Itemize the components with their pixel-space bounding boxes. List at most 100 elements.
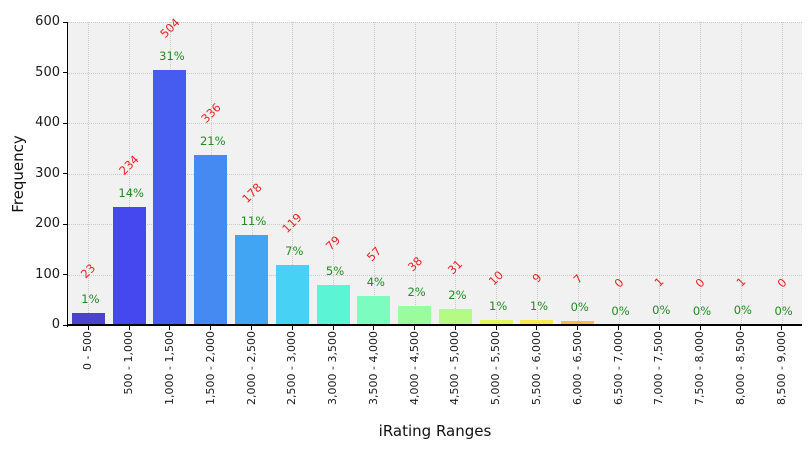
gridline-vertical [659, 22, 661, 325]
x-tick-label: 4,500 - 5,000 [448, 331, 462, 405]
x-tick-mark [454, 326, 456, 330]
x-tick-label: 1,000 - 1,500 [162, 331, 176, 405]
x-axis-spine [68, 324, 802, 326]
bar [194, 155, 228, 325]
bar-percent-label: 1% [529, 299, 549, 314]
x-tick-mark [210, 326, 212, 330]
y-tick-label: 0 [51, 317, 60, 332]
gridline-horizontal [68, 274, 802, 276]
x-tick-mark [618, 326, 619, 330]
gridline-vertical [455, 22, 457, 325]
y-tick-mark [63, 173, 68, 174]
bar-percent-label: 4% [366, 275, 385, 290]
bar-percent-label: 2% [407, 284, 426, 299]
gridline-vertical [740, 22, 742, 325]
gridline-horizontal [68, 72, 802, 74]
gridline-vertical [292, 22, 294, 325]
x-tick-label: 3,000 - 3,500 [326, 331, 340, 405]
x-tick-label: 7,500 - 8,000 [693, 331, 707, 405]
bar [275, 264, 309, 325]
bar [316, 285, 350, 325]
y-tick-mark [63, 274, 68, 275]
gridline-vertical [536, 22, 538, 325]
bar [235, 235, 268, 325]
x-tick-mark [536, 326, 538, 330]
bar-percent-label: 0% [570, 300, 589, 315]
x-tick-label: 3,500 - 4,000 [366, 331, 380, 405]
x-tick-label: 7,000 - 7,500 [652, 331, 666, 405]
y-tick-label: 600 [35, 14, 60, 29]
gridline-vertical [333, 22, 335, 325]
gridline-horizontal [68, 123, 802, 124]
x-tick-mark [87, 326, 89, 330]
x-tick-label: 500 - 1,000 [122, 331, 136, 395]
x-axis-label: iRating Ranges [378, 422, 492, 440]
y-tick-label: 300 [35, 165, 60, 181]
gridline-vertical [414, 22, 416, 325]
gridline-vertical [781, 22, 783, 325]
x-tick-mark [332, 326, 334, 330]
bar-percent-label: 11% [240, 214, 267, 229]
bar-percent-label: 14% [118, 185, 144, 200]
gridline-horizontal [68, 173, 802, 175]
bar [438, 309, 472, 325]
y-tick-mark [63, 21, 68, 23]
x-tick-mark [373, 326, 375, 330]
x-tick-label: 5,000 - 5,500 [489, 331, 503, 405]
bar [561, 321, 595, 325]
y-tick-mark [63, 72, 68, 73]
x-tick-label: 8,000 - 8,500 [733, 331, 747, 405]
y-tick-mark [63, 324, 68, 326]
x-tick-label: 6,000 - 6,500 [570, 331, 584, 405]
x-tick-label: 8,500 - 9,000 [774, 331, 788, 405]
x-tick-mark [495, 326, 497, 330]
x-tick-label: 4,000 - 4,500 [407, 331, 421, 405]
bar [398, 305, 432, 325]
gridline-vertical [496, 22, 498, 325]
x-tick-mark [291, 326, 293, 330]
bar [520, 320, 554, 325]
bar-percent-label: 0% [692, 304, 712, 318]
gridline-vertical [618, 22, 620, 325]
x-tick-mark [740, 326, 742, 330]
bar-percent-label: 31% [159, 49, 185, 64]
bar [357, 296, 391, 325]
y-tick-label: 200 [35, 216, 60, 231]
bar-percent-label: 0% [774, 304, 793, 318]
y-tick-mark [63, 122, 68, 124]
gridline-vertical [129, 22, 131, 325]
x-tick-mark [128, 326, 130, 330]
bar-percent-label: 0% [733, 303, 752, 318]
x-tick-label: 5,500 - 6,000 [529, 331, 543, 405]
bar-percent-label: 2% [448, 288, 467, 303]
y-tick-label: 100 [35, 266, 60, 282]
bar-percent-label: 21% [199, 134, 226, 149]
y-axis-spine [66, 22, 68, 327]
x-tick-mark [699, 326, 701, 330]
x-tick-mark [169, 326, 171, 330]
x-tick-mark [577, 326, 579, 330]
gridline-horizontal [68, 22, 802, 23]
y-tick-mark [63, 223, 68, 225]
bar-percent-label: 1% [489, 298, 508, 313]
x-tick-label: 0 - 500 [81, 331, 95, 370]
y-tick-label: 500 [35, 64, 60, 80]
x-tick-mark [781, 326, 783, 330]
x-tick-mark [414, 326, 416, 330]
gridline-horizontal [68, 224, 802, 225]
bar [71, 313, 105, 325]
gridline-vertical [88, 22, 90, 325]
bar-percent-label: 7% [285, 243, 304, 258]
x-tick-mark [251, 326, 252, 330]
y-axis-label: Frequency [9, 135, 27, 213]
bar [479, 319, 513, 325]
bar [153, 70, 187, 325]
gridline-vertical [251, 22, 253, 325]
bar [112, 206, 146, 325]
bar-percent-label: 1% [81, 292, 100, 307]
x-tick-mark [658, 326, 660, 330]
gridline-vertical [700, 22, 702, 325]
bar-percent-label: 0% [611, 304, 630, 318]
bar-percent-label: 5% [325, 264, 345, 279]
